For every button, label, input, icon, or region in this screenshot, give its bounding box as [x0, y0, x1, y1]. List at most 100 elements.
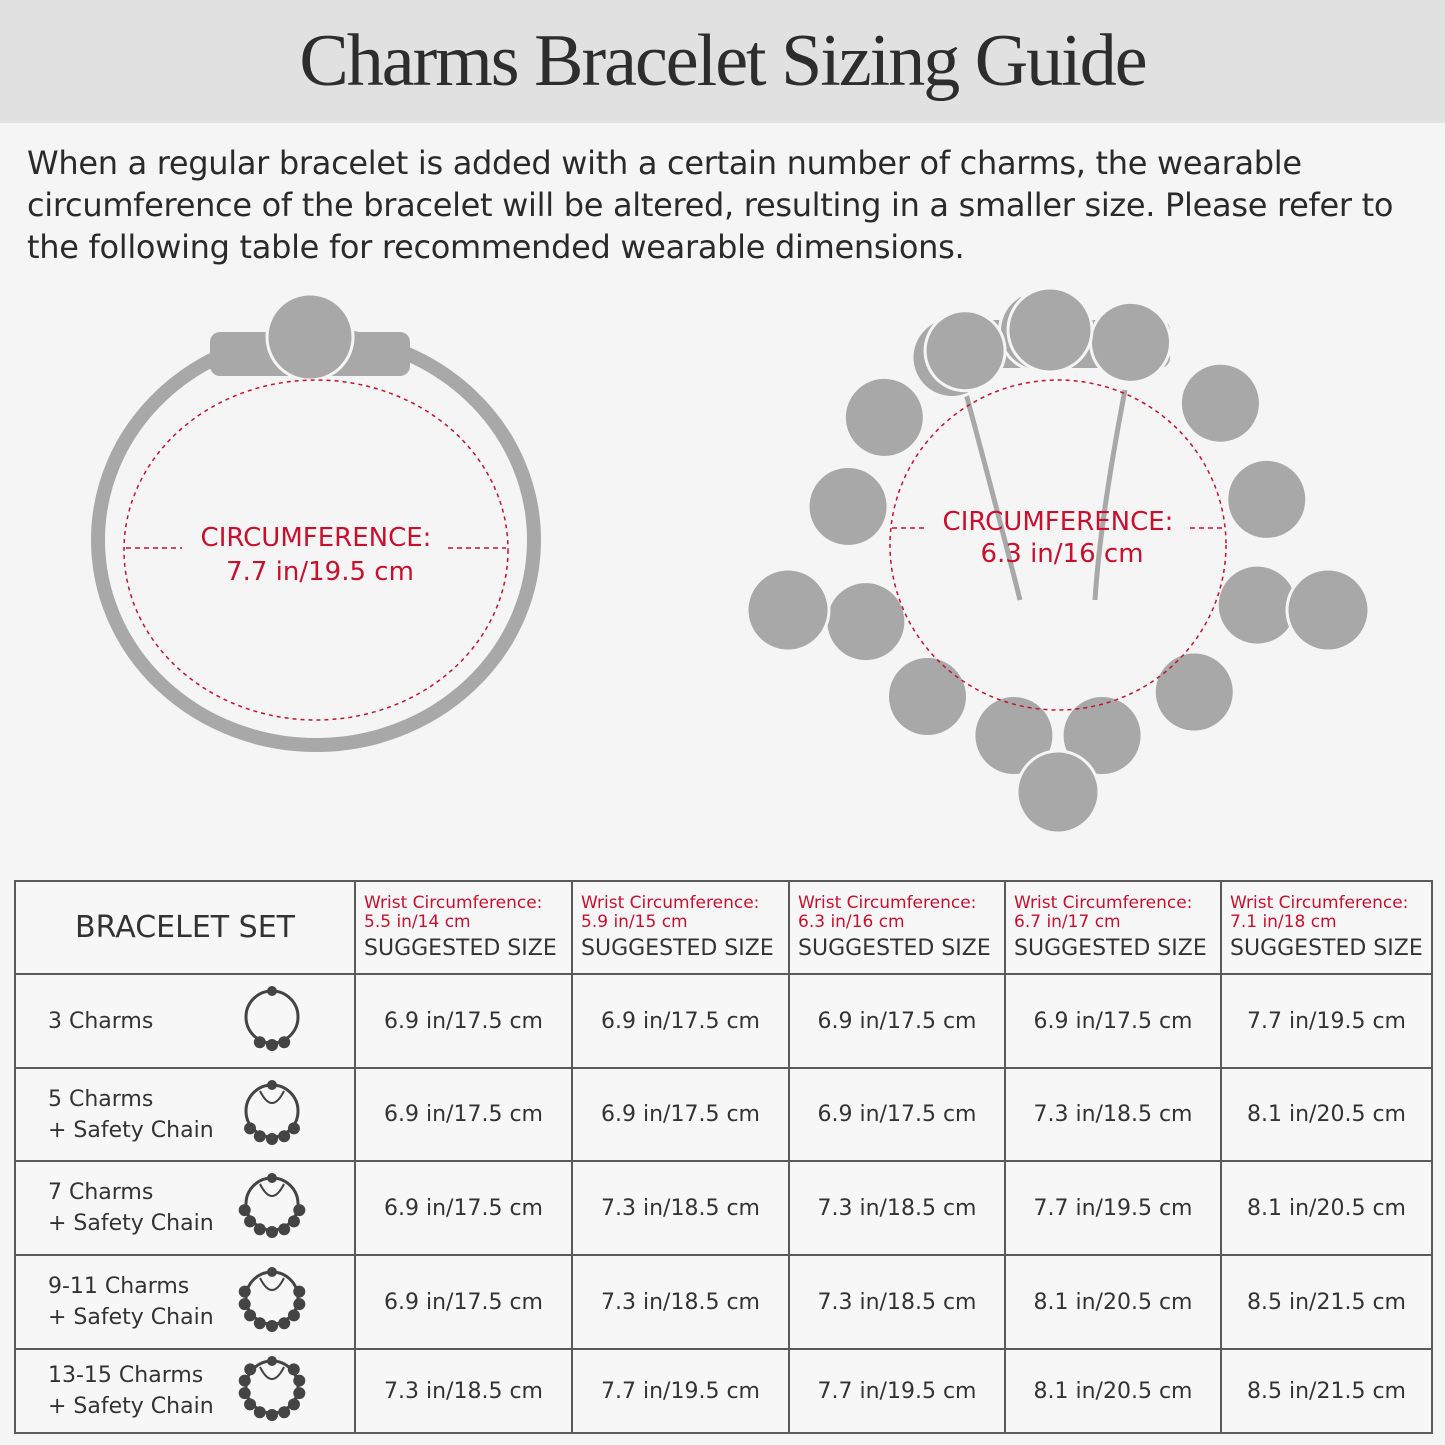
set-name: 13-15 Charms [48, 1363, 204, 1388]
column-header: Wrist Circumference: 6.7 in/17 cm SUGGESTE… [1004, 880, 1222, 975]
icon-bead [238, 1298, 251, 1311]
icon-bead [266, 1320, 278, 1332]
size-value: 6.9 in/17.5 cm [354, 1067, 573, 1162]
size-value: 7.3 in/18.5 cm [571, 1254, 790, 1350]
wrist-value: 7.1 in/18 cm [1230, 912, 1337, 932]
icon-clasp [267, 1079, 277, 1090]
set-cell: 9-11 Charms + Safety Chain [14, 1254, 356, 1350]
set-icon [244, 986, 300, 1051]
bead [1089, 300, 1173, 384]
icon-bead [287, 1398, 300, 1411]
icon-bead [293, 1387, 306, 1400]
icon-bead [278, 1223, 291, 1236]
icon-clasp [267, 986, 277, 996]
set-name: 3 Charms [48, 1008, 154, 1034]
icon-bead [278, 1406, 291, 1419]
bead [1060, 694, 1144, 778]
title: Charms Bracelet Sizing Guide [299, 20, 1147, 102]
set-names: 7 Charms + Safety Chain [48, 1177, 214, 1239]
icon-chain [259, 1183, 285, 1197]
circumference-line [123, 379, 509, 721]
icon-bead [266, 1226, 278, 1238]
column-header: Wrist Circumference: 6.3 in/16 cm SUGGESTE… [788, 880, 1006, 975]
size-value: 6.9 in/17.5 cm [354, 1160, 573, 1256]
size-value: 6.9 in/17.5 cm [571, 973, 790, 1069]
icon-bead [293, 1374, 306, 1387]
icon-bead [244, 1363, 257, 1376]
suggested-size-label: SUGGESTED SIZE [798, 936, 991, 961]
icon-bead [287, 1309, 300, 1322]
set-icon [238, 1267, 306, 1332]
wrist-value: 5.5 in/14 cm [364, 912, 471, 932]
icon-bead [244, 1309, 257, 1322]
set-names: 5 Charms + Safety Chain [48, 1084, 214, 1146]
bead [806, 464, 890, 548]
size-value: 8.1 in/20.5 cm [1220, 1067, 1433, 1162]
suggested-size-label: SUGGESTED SIZE [364, 936, 557, 961]
bead [923, 309, 1007, 393]
icon-bead [266, 1132, 278, 1145]
size-value: 7.3 in/18.5 cm [571, 1160, 790, 1256]
title-band: Charms Bracelet Sizing Guide [0, 0, 1445, 123]
icon-bead [287, 1215, 300, 1228]
dangle-charm [1285, 567, 1371, 653]
label-bg [180, 525, 450, 585]
set-name: + Safety Chain [48, 1394, 214, 1419]
bead [824, 580, 908, 664]
icon-bead [253, 1223, 266, 1236]
size-table: BRACELET SET Wrist Circumference: 5.5 in/1… [14, 880, 1433, 1434]
size-value: 8.1 in/20.5 cm [1004, 1254, 1222, 1350]
size-value: 6.9 in/17.5 cm [354, 973, 573, 1069]
table-row: 5 Charms + Safety Chain 6.9 in/17.5 cm 6.9 … [14, 1067, 1433, 1162]
intro: When a regular bracelet is added with a … [27, 144, 1394, 266]
circumference-value: 7.7 in/19.5 cm [226, 557, 414, 587]
safety-chain [962, 389, 1128, 601]
icon-bead [253, 1317, 266, 1330]
icon-clasp [267, 1267, 277, 1277]
icon-bead [238, 1204, 251, 1217]
set-cell: 3 Charms [14, 973, 356, 1069]
wrist-label: Wrist Circumference: [581, 893, 760, 913]
icon-bead [253, 1129, 266, 1142]
column-header: Wrist Circumference: 5.9 in/15 cm SUGGESTE… [571, 880, 790, 975]
size-value: 7.7 in/19.5 cm [788, 1348, 1006, 1434]
icon-ring [244, 989, 300, 1045]
table-row: 3 Charms 6.9 in/17.5 cm 6.9 in/17.5 cm 6.9 … [14, 973, 1433, 1069]
set-icon [244, 1079, 300, 1145]
bead [885, 655, 969, 739]
set-name: 5 Charms [48, 1086, 154, 1112]
bead [1225, 457, 1309, 541]
set-name: + Safety Chain [48, 1211, 214, 1236]
bracelet-diagrams: CIRCUMFERENCE: 7.7 in/19.5 cm CIRCUMFERE… [91, 286, 1371, 835]
column-header: Wrist Circumference: 7.1 in/18 cm SUGGESTE… [1220, 880, 1433, 975]
bead [1178, 361, 1262, 445]
set-name: + Safety Chain [48, 1305, 214, 1330]
bead [1152, 650, 1236, 734]
icon-chain [259, 1277, 285, 1291]
size-value: 8.5 in/21.5 cm [1220, 1348, 1433, 1434]
column-header: Wrist Circumference: 5.5 in/14 cm SUGGESTE… [354, 880, 573, 975]
size-value: 6.9 in/17.5 cm [788, 1067, 1006, 1162]
bead [842, 375, 926, 459]
size-value: 7.7 in/19.5 cm [1004, 1160, 1222, 1256]
circumference-label: CIRCUMFERENCE: [201, 523, 432, 553]
icon-bead [244, 1121, 257, 1134]
size-value: 8.1 in/20.5 cm [1220, 1160, 1433, 1256]
corner-header: BRACELET SET [14, 880, 356, 975]
set-wrap: 3 Charms [16, 981, 354, 1061]
icon-bead [278, 1129, 291, 1142]
wrist-label: Wrist Circumference: [364, 893, 543, 913]
suggested-size-label: SUGGESTED SIZE [1230, 936, 1423, 961]
bracelet-plain: CIRCUMFERENCE: 7.7 in/19.5 cm [91, 292, 541, 752]
set-icon [238, 1173, 306, 1238]
bead [1215, 563, 1299, 647]
icon-bead [278, 1317, 291, 1330]
icon-bead [278, 1036, 291, 1049]
suggested-size-label: SUGGESTED SIZE [1014, 936, 1207, 961]
circumference-line [889, 379, 1227, 711]
size-value: 7.7 in/19.5 cm [1220, 973, 1433, 1069]
size-value: 8.5 in/21.5 cm [1220, 1254, 1433, 1350]
icon-chain [259, 1090, 285, 1104]
icon-clasp [267, 1173, 277, 1183]
